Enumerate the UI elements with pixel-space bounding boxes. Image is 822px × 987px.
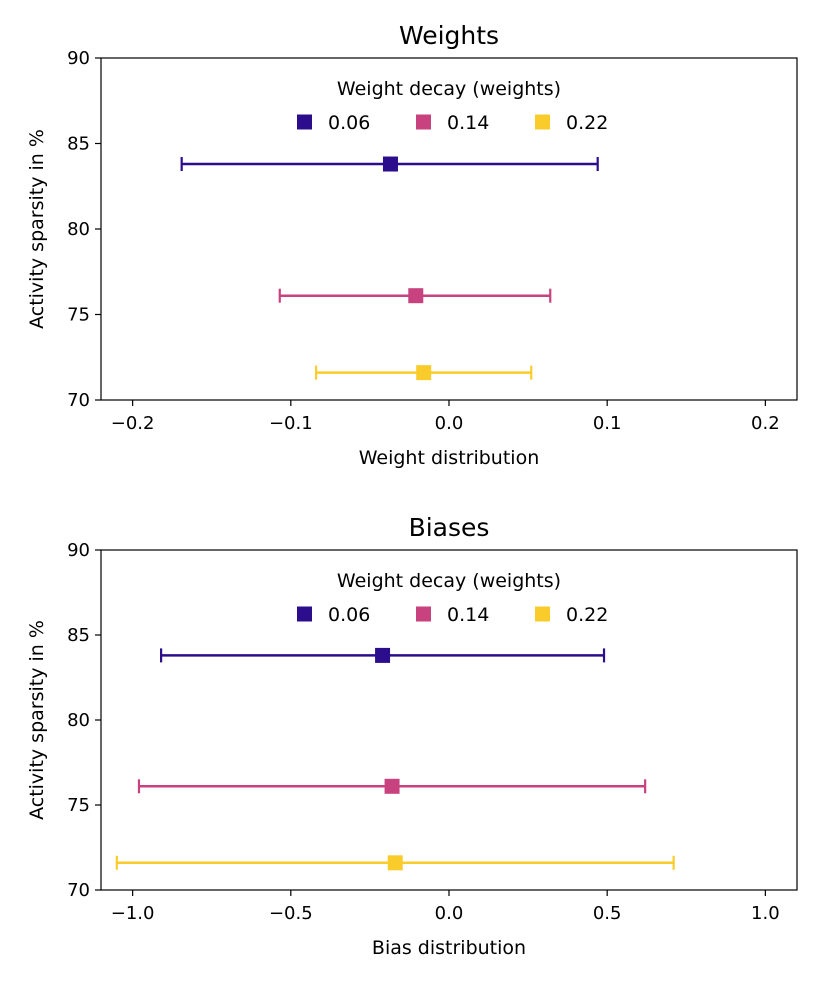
- y-tick-label: 75: [67, 795, 90, 816]
- plot-frame: [100, 57, 798, 401]
- legend-label: 0.14: [447, 112, 489, 134]
- x-tick-label: −0.5: [269, 903, 313, 924]
- y-tick-label: 75: [67, 305, 90, 326]
- x-axis-label: Weight distribution: [359, 447, 540, 469]
- x-tick-label: 0.2: [751, 413, 780, 434]
- biases-chart: Biases −1.0 −0.5 0.0 0.5 1.0 70 75 80 85 90 Bias di…: [26, 513, 798, 959]
- y-axis-label: Activity sparsity in %: [26, 620, 48, 820]
- legend-marker-0.22: [535, 114, 550, 130]
- y-tick-label: 70: [67, 880, 90, 901]
- legend-title: Weight decay (weights): [337, 570, 561, 592]
- y-tick-label: 70: [67, 390, 90, 411]
- x-axis-label: Bias distribution: [372, 937, 526, 959]
- data-point-0.22: [387, 855, 403, 871]
- x-tick-label: −0.1: [269, 413, 313, 434]
- x-tick-label: 0.1: [593, 413, 622, 434]
- y-tick-label: 90: [67, 540, 90, 561]
- x-tick-label: 0.5: [593, 903, 622, 924]
- plot-frame: [100, 549, 798, 891]
- legend-marker-0.06: [297, 606, 312, 622]
- data-point-0.06: [375, 647, 391, 663]
- chart-title: Weights: [399, 21, 499, 50]
- data-point-0.14: [408, 288, 424, 304]
- data-point-0.22: [416, 365, 432, 381]
- legend-label: 0.14: [447, 604, 489, 626]
- chart-title: Biases: [409, 513, 490, 542]
- legend-label: 0.22: [566, 112, 608, 134]
- x-tick-label: 1.0: [751, 903, 780, 924]
- x-tick-label: −0.2: [111, 413, 155, 434]
- y-axis-label: Activity sparsity in %: [26, 129, 48, 329]
- legend-marker-0.22: [535, 606, 550, 622]
- y-tick-label: 90: [67, 48, 90, 69]
- legend-label: 0.06: [328, 604, 370, 626]
- y-tick-label: 80: [67, 219, 90, 240]
- legend-marker-0.06: [297, 114, 312, 130]
- y-tick-label: 80: [67, 710, 90, 731]
- legend-label: 0.22: [566, 604, 608, 626]
- y-tick-label: 85: [67, 625, 90, 646]
- x-tick-label: −1.0: [111, 903, 155, 924]
- legend-marker-0.14: [416, 114, 431, 130]
- y-tick-label: 85: [67, 134, 90, 155]
- legend-marker-0.14: [416, 606, 431, 622]
- x-tick-label: 0.0: [435, 413, 464, 434]
- data-point-0.06: [382, 156, 398, 172]
- legend-label: 0.06: [328, 112, 370, 134]
- weights-chart: Weights −0.2 −0.1 0.0 0.1 0.2 70 75 80 85 90 Weight…: [26, 21, 798, 469]
- data-point-0.14: [384, 778, 400, 794]
- x-tick-label: 0.0: [435, 903, 464, 924]
- legend-title: Weight decay (weights): [337, 78, 561, 100]
